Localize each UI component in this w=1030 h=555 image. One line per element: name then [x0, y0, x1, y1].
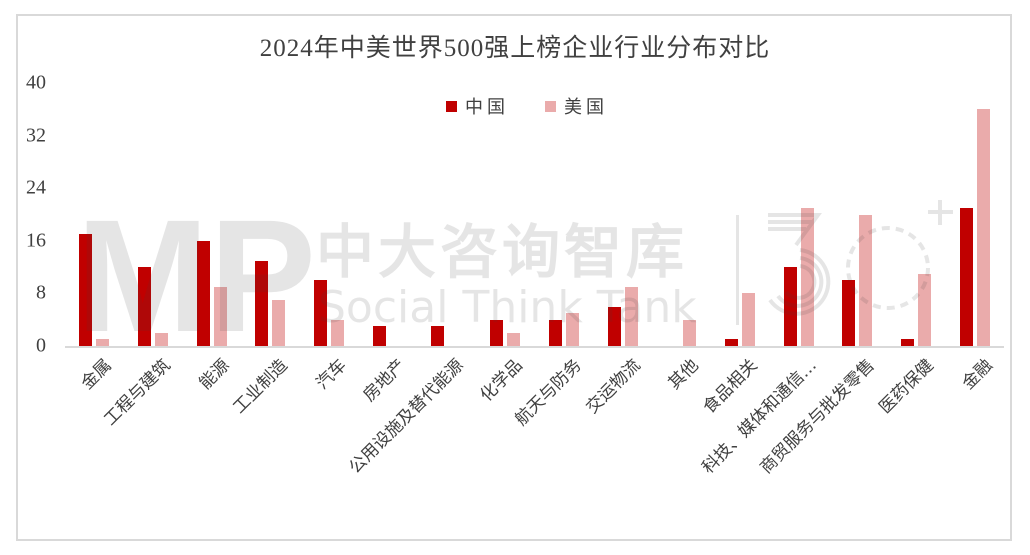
chart-frame — [16, 14, 1012, 541]
bar-china — [255, 260, 269, 346]
bar-china — [490, 319, 504, 346]
bar-us — [96, 339, 110, 346]
bar-us — [213, 286, 227, 346]
bar-us — [272, 299, 286, 346]
bar-us — [565, 313, 579, 346]
y-tick-label: 8 — [36, 281, 46, 304]
bar-us — [917, 273, 931, 346]
chart-legend: 中国 美国 — [446, 93, 608, 119]
bar-us — [976, 109, 990, 346]
bar-us — [683, 319, 697, 346]
legend-label-us: 美国 — [564, 97, 608, 118]
legend-swatch-us — [545, 100, 556, 112]
y-tick-label: 40 — [26, 71, 46, 94]
bar-us — [741, 293, 755, 346]
bar-china — [607, 306, 621, 346]
bar-china — [959, 207, 973, 346]
legend-swatch-china — [446, 100, 457, 112]
chart-title: 2024年中美世界500强上榜企业行业分布对比 — [259, 35, 771, 62]
y-tick-label: 0 — [36, 334, 46, 357]
y-tick-label: 32 — [26, 124, 46, 147]
bar-china — [724, 339, 738, 346]
bar-china — [783, 267, 797, 346]
y-tick-label: 16 — [26, 229, 46, 252]
bar-us — [331, 319, 345, 346]
legend-item-china: 中国 — [446, 93, 509, 119]
legend-item-us: 美国 — [545, 93, 608, 119]
bar-us — [155, 332, 169, 346]
bar-china — [79, 234, 93, 346]
y-tick-label: 24 — [26, 176, 46, 199]
bar-us — [800, 207, 814, 346]
bar-china — [842, 280, 856, 346]
bar-china — [196, 240, 210, 346]
bar-china — [900, 339, 914, 346]
bar-china — [431, 326, 445, 346]
bar-us — [624, 286, 638, 346]
bar-china — [548, 319, 562, 346]
bar-china — [314, 280, 328, 346]
x-axis-line — [65, 346, 1004, 348]
bar-us — [859, 214, 873, 346]
bar-us — [507, 332, 521, 346]
bar-china — [372, 326, 386, 346]
bar-china — [138, 267, 152, 346]
legend-label-china: 中国 — [465, 97, 509, 118]
